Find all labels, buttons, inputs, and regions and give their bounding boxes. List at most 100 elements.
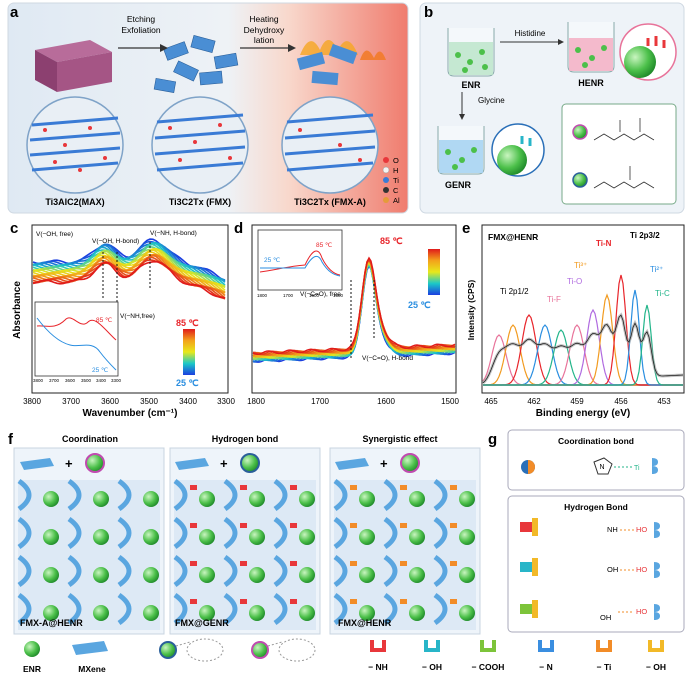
- f-enr-ball: [143, 491, 159, 507]
- f-mxene-strand: [17, 478, 32, 512]
- d-inset-ticks: 1800 1700 1600 1500: [257, 293, 344, 298]
- f-mxene-strand: [223, 478, 238, 512]
- panel-letter-e: e: [462, 220, 470, 237]
- c-inset-25: [36, 317, 117, 371]
- f-mxene-strand: [333, 516, 348, 550]
- f-title-2: Hydrogen bond: [212, 434, 279, 444]
- e-fit: [482, 314, 684, 384]
- f-group-mark: [350, 561, 357, 566]
- f-enr-ball: [249, 529, 265, 545]
- c-inset-label-25: 25 ℃: [92, 367, 109, 374]
- legend-o: O: [393, 156, 399, 165]
- f-name-3: FMX@HENR: [338, 618, 392, 628]
- f-mxene-strand: [223, 592, 238, 626]
- e-label-tif: Ti-F: [547, 295, 561, 304]
- svg-text:3800: 3800: [33, 378, 44, 383]
- svg-text:HO: HO: [636, 565, 647, 574]
- svg-text:3700: 3700: [62, 397, 80, 406]
- f-mxene-strand: [433, 478, 448, 512]
- legend-group-label: − OH: [422, 662, 442, 672]
- f-enr-ball: [43, 567, 59, 583]
- f-mxene-strand: [17, 516, 32, 550]
- c-anno-nh-free: V(−NH,free): [120, 313, 155, 320]
- svg-text:1500: 1500: [441, 397, 459, 406]
- f-group-mark: [400, 561, 407, 566]
- c-anno-oh-hbond: V(−OH, H-bond): [92, 238, 139, 245]
- f-panels: + + +: [13, 447, 481, 635]
- legend-group-icon: [596, 640, 612, 652]
- f-group-mark: [240, 599, 247, 604]
- svg-text:NH: NH: [607, 525, 618, 534]
- c-inset-ticks: 3800 3700 3600 3500 3400 3300: [33, 378, 122, 383]
- legend-group-icon: [424, 640, 440, 652]
- c-cb-bottom: 25 ℃: [176, 378, 199, 388]
- f-name-2: FMX@GENR: [175, 618, 229, 628]
- f-enr-ball: [359, 605, 375, 621]
- legend-group-icon: [648, 640, 664, 652]
- f-enr-ball: [299, 491, 315, 507]
- c-inset-85: [36, 317, 117, 341]
- label-max: Ti3AlC2(MAX): [45, 197, 104, 207]
- f-enr-ball: [93, 529, 109, 545]
- g-box-coordination: [507, 429, 685, 491]
- f-group-mark: [350, 485, 357, 490]
- f-mxene-strand: [273, 516, 288, 550]
- f-mxene-strand: [273, 478, 288, 512]
- fmx-a-flakes: [296, 40, 386, 86]
- e-ylabel: Intensity (CPS): [466, 280, 476, 341]
- svg-text:3600: 3600: [101, 397, 119, 406]
- f-enr-ball: [459, 605, 475, 621]
- f-enr-ball: [43, 529, 59, 545]
- crystal-fmx: [151, 96, 249, 194]
- f-mxene-strand: [117, 592, 132, 626]
- e-peak: [483, 304, 683, 386]
- f-mxene-strand: [67, 592, 82, 626]
- svg-text:1600: 1600: [377, 397, 395, 406]
- f-enr-ball: [409, 605, 425, 621]
- f-enr-ball: [459, 491, 475, 507]
- f-mxene-strand: [223, 554, 238, 588]
- svg-text:3400: 3400: [179, 397, 197, 406]
- f-group-mark: [290, 485, 297, 490]
- svg-text:1800: 1800: [257, 293, 268, 298]
- f-group-mark: [350, 599, 357, 604]
- e-label-2p12: Ti 2p1/2: [500, 287, 529, 296]
- f-mxene-strand: [273, 592, 288, 626]
- e-label-tio: Ti-O: [567, 277, 582, 286]
- f-header-ball: [85, 453, 105, 473]
- structure-box: [561, 103, 677, 205]
- max-block-side: [35, 50, 57, 92]
- svg-text:453: 453: [657, 397, 671, 406]
- f-mxene-strand: [273, 554, 288, 588]
- f-mxene-strand: [333, 592, 348, 626]
- c-inset-label-85: 85 ℃: [96, 317, 113, 324]
- f-enr-ball: [199, 605, 215, 621]
- f-mxene-strand: [433, 592, 448, 626]
- f-group-mark: [240, 523, 247, 528]
- svg-text:3700: 3700: [49, 378, 60, 383]
- g-row-cooh: OH HO: [520, 600, 660, 622]
- panel-letter-a: a: [10, 4, 19, 21]
- d-colorbar: [428, 249, 440, 295]
- f-group-mark: [400, 599, 407, 604]
- f-network-bg: [174, 480, 316, 630]
- e-label-tin: Ti-N: [596, 239, 612, 248]
- svg-text:465: 465: [484, 397, 498, 406]
- beaker-henr: [567, 22, 615, 73]
- f-mxene-strand: [433, 516, 448, 550]
- c-trace: [32, 247, 226, 291]
- f-group-mark: [240, 485, 247, 490]
- c-trace: [32, 242, 226, 286]
- step2-line2: Dehydroxy: [244, 25, 285, 35]
- f-enr-ball: [459, 567, 475, 583]
- e-xlabel: Binding energy (eV): [536, 408, 630, 419]
- d-inset-25: [260, 255, 341, 277]
- f-enr-ball: [249, 605, 265, 621]
- f-enr-ball: [459, 529, 475, 545]
- c-trace: [32, 260, 226, 299]
- legend-group-label: − N: [539, 662, 552, 672]
- f-header-ball: [240, 453, 260, 473]
- svg-text:3800: 3800: [23, 397, 41, 406]
- label-fmx-a: Ti3C2Tx (FMX-A): [294, 197, 366, 207]
- f-group-mark: [190, 485, 197, 490]
